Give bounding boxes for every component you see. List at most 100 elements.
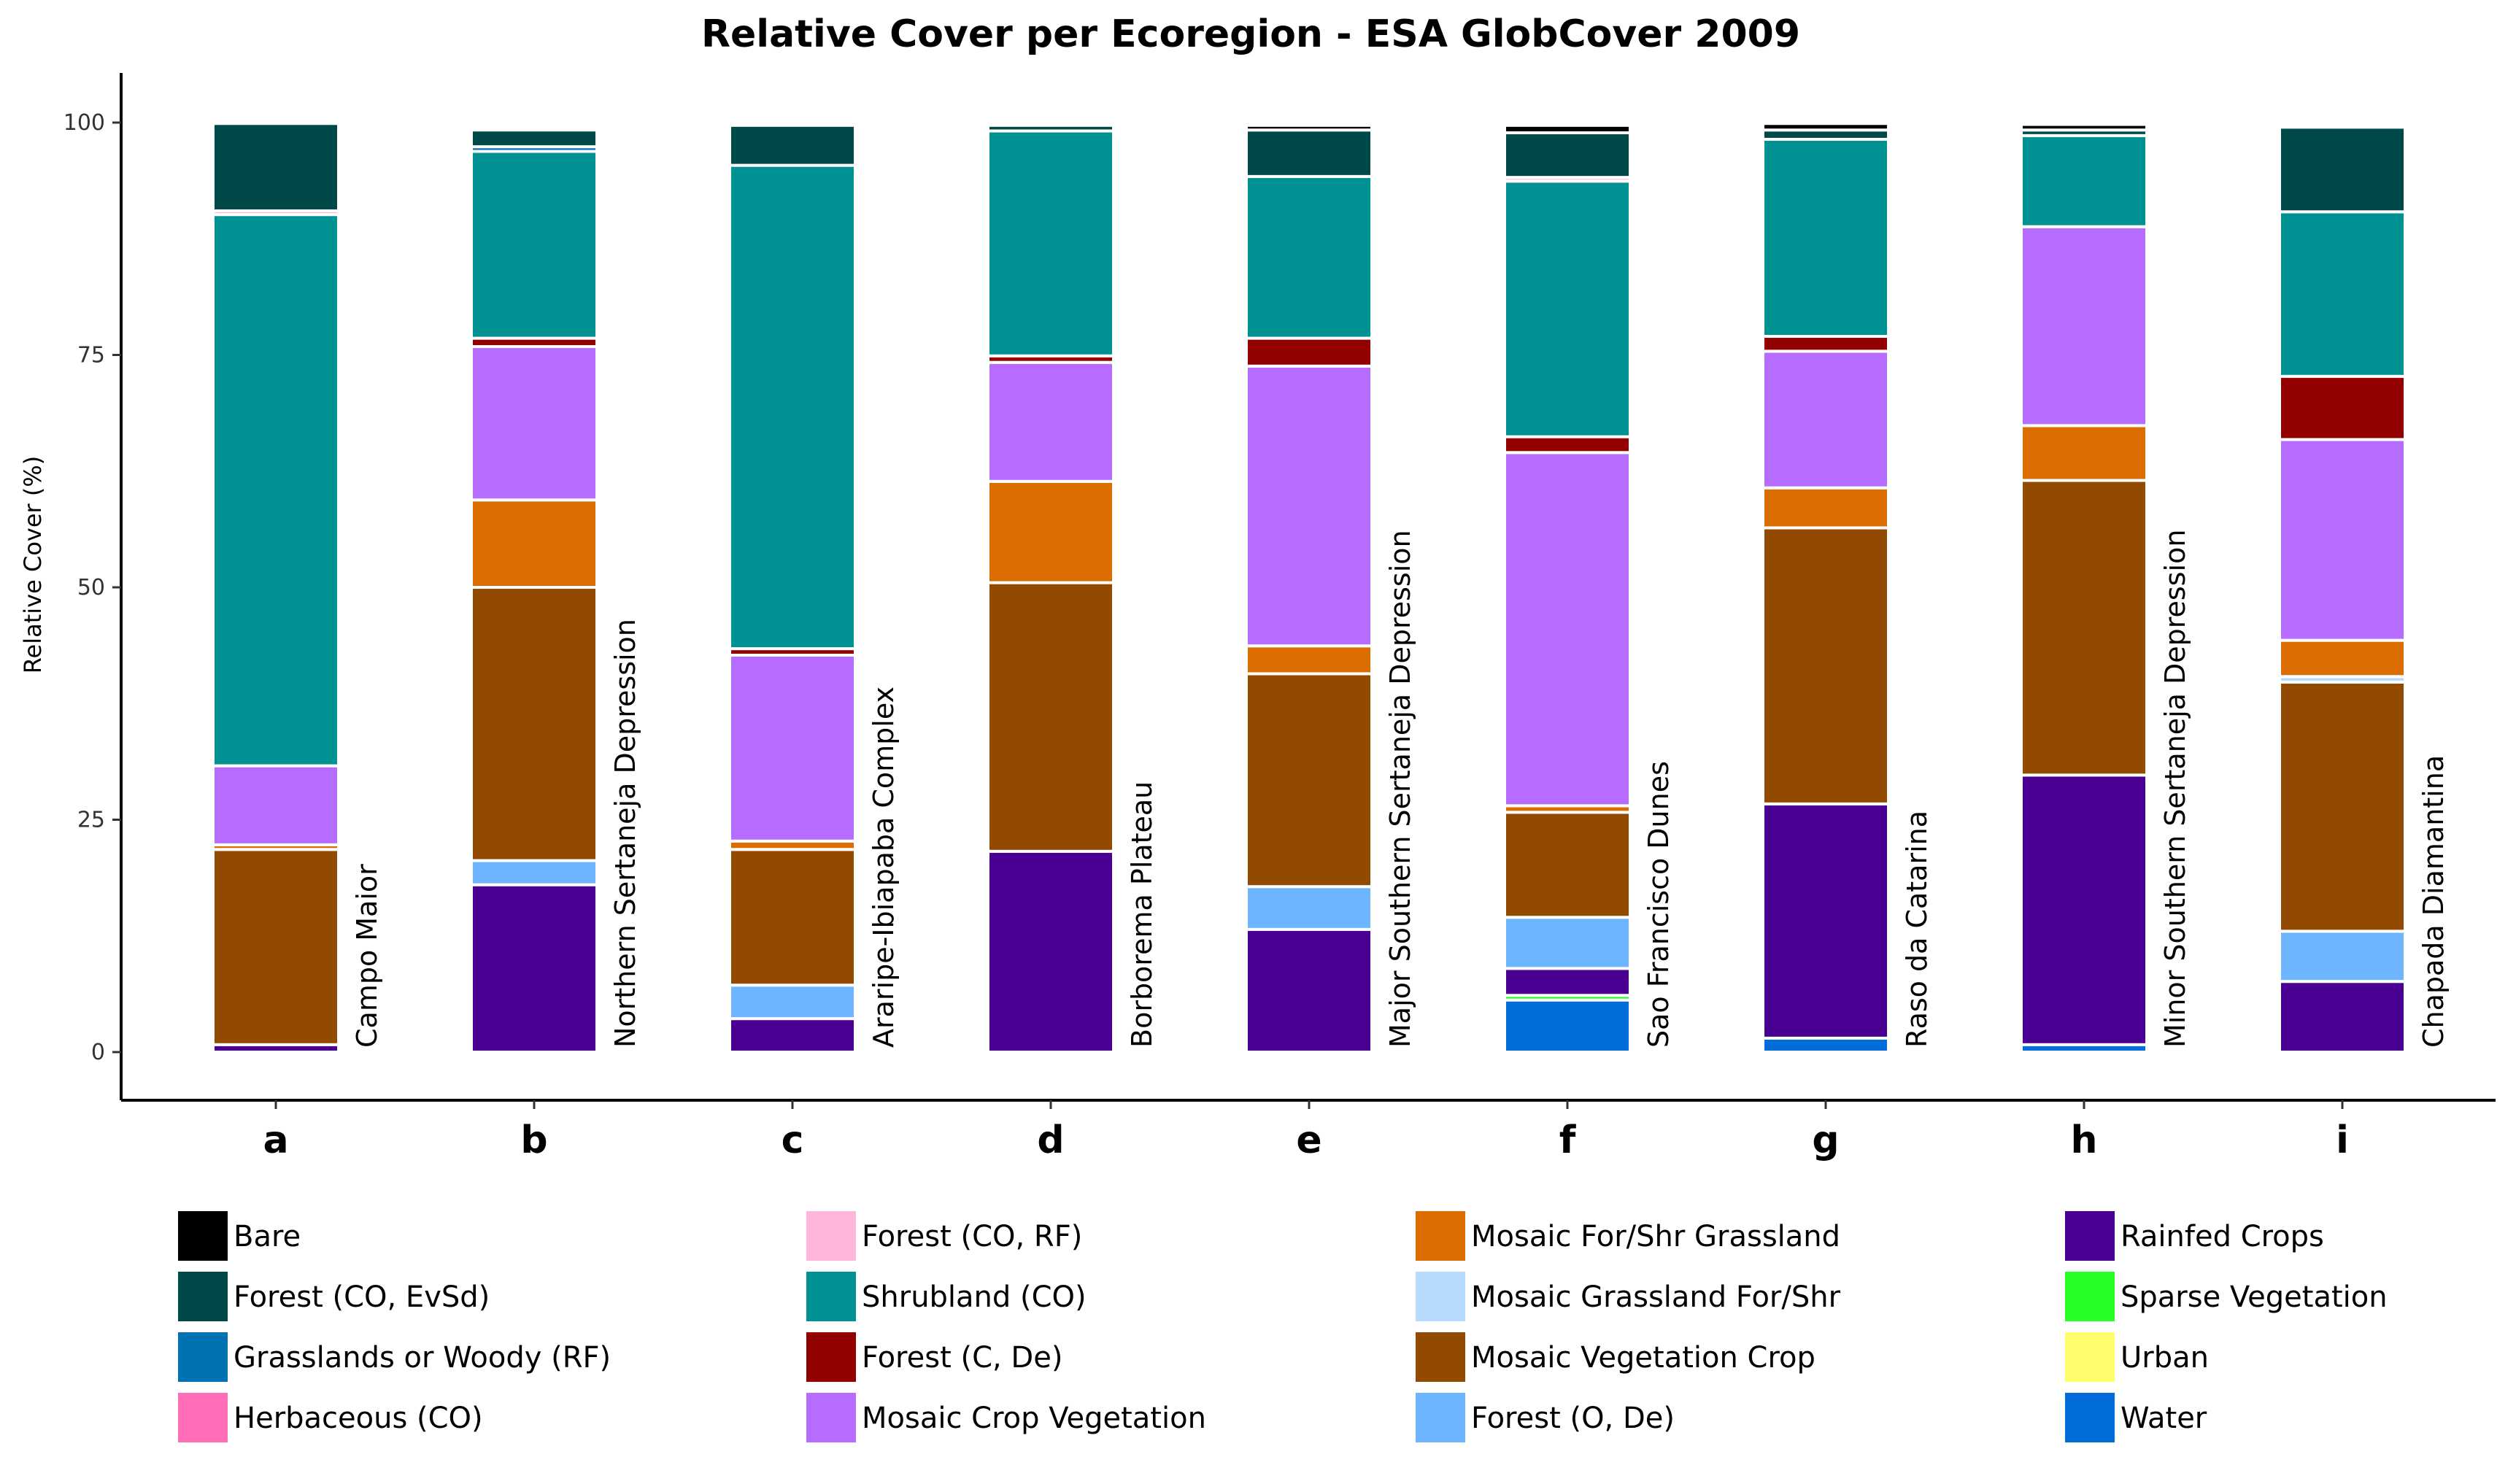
- bar-segment-h-rainfed-crops: [2020, 773, 2148, 1046]
- bar-segment-h-mosaic-for-shr-grassland: [2020, 424, 2148, 482]
- bar-segment-g-rainfed-crops: [1761, 802, 1890, 1040]
- legend-swatch: [806, 1211, 856, 1261]
- bar-segment-b-shrubland-co: [470, 150, 598, 340]
- legend-label: Forest (CO, RF): [862, 1220, 1082, 1253]
- bar-segment-f-forest-c-de: [1503, 435, 1632, 455]
- bar-segment-a-mosaic-crop-vegetation: [212, 764, 340, 846]
- legend-label: Water: [2121, 1402, 2207, 1435]
- bar-segment-d-forest-co-evsd: [987, 123, 1115, 133]
- legend-swatch: [2065, 1272, 2115, 1321]
- bar-segment-a-mosaic-vegetation-crop: [212, 848, 340, 1046]
- bar-segment-c-mosaic-crop-vegetation: [728, 654, 857, 843]
- bar-segment-e-mosaic-vegetation-crop: [1245, 672, 1373, 889]
- legend-label: Urban: [2121, 1341, 2209, 1375]
- legend-swatch: [2065, 1393, 2115, 1442]
- bar-labels: Campo Maior Northern Sertaneja Depression…: [351, 530, 2450, 1048]
- bar-segment-b-mosaic-crop-vegetation: [470, 345, 598, 502]
- y-tick-label: 0: [91, 1040, 105, 1065]
- bar-segment-i-mosaic-for-shr-grassland: [2278, 638, 2407, 679]
- x-tick-label-h: h: [2070, 1118, 2097, 1162]
- bar-label-a: Campo Maior: [351, 864, 383, 1048]
- legend-item-forest-co-rf: Forest (CO, RF): [806, 1211, 1082, 1261]
- bar-segment-d-rainfed-crops: [987, 849, 1115, 1054]
- bar-segment-g-mosaic-crop-vegetation: [1761, 349, 1890, 490]
- bar-segment-f-rainfed-crops: [1503, 967, 1632, 997]
- legend-swatch: [178, 1332, 228, 1382]
- y-tick-label: 75: [77, 343, 105, 368]
- bar-label-b: Northern Sertaneja Depression: [609, 619, 641, 1048]
- chart-title: Relative Cover per Ecoregion - ESA GlobC…: [701, 12, 1800, 56]
- legend-item-forest-co-evsd: Forest (CO, EvSd): [178, 1272, 490, 1321]
- legend-swatch: [806, 1332, 856, 1382]
- legend-item-water: Water: [2065, 1393, 2207, 1442]
- x-tick-label-g: g: [1812, 1118, 1839, 1162]
- legend-label: Forest (O, De): [1471, 1402, 1675, 1435]
- bar-stack-b: [470, 128, 598, 1054]
- legend-item-shrubland-co: Shrubland (CO): [806, 1272, 1087, 1321]
- bar-stack-i: [2278, 125, 2407, 1054]
- bar-segment-c-shrubland-co: [728, 163, 857, 651]
- bar-stack-c: [728, 123, 857, 1054]
- y-axis: 0 25 50 75 100 Relative Cover (%): [19, 73, 123, 1100]
- x-tick-label-f: f: [1559, 1118, 1577, 1162]
- bar-segment-e-forest-co-evsd: [1245, 128, 1373, 178]
- legend-label: Bare: [234, 1220, 301, 1253]
- bar-segment-c-forest-o-de: [728, 983, 857, 1021]
- legend-item-bare: Bare: [178, 1211, 301, 1261]
- legend-label: Mosaic For/Shr Grassland: [1471, 1220, 1840, 1253]
- legend-item-urban: Urban: [2065, 1332, 2209, 1382]
- legend-label: Grasslands or Woody (RF): [234, 1341, 611, 1375]
- bar-segment-e-forest-c-de: [1245, 336, 1373, 368]
- legend-swatch: [178, 1393, 228, 1442]
- bar-segment-g-mosaic-vegetation-crop: [1761, 526, 1890, 805]
- legend-item-sparse-vegetation: Sparse Vegetation: [2065, 1272, 2388, 1321]
- bar-segment-i-forest-co-evsd: [2278, 125, 2407, 214]
- bar-segment-g-mosaic-for-shr-grassland: [1761, 486, 1890, 530]
- bar-segment-g-forest-c-de: [1761, 335, 1890, 353]
- bar-segment-i-forest-o-de: [2278, 930, 2407, 983]
- legend-swatch: [1416, 1393, 1465, 1442]
- x-tick-label-e: e: [1296, 1118, 1321, 1162]
- bar-label-e: Major Southern Sertaneja Depression: [1384, 530, 1416, 1048]
- legend-item-forest-c-de: Forest (C, De): [806, 1332, 1062, 1382]
- plot-area: [212, 122, 2407, 1054]
- bar-label-c: Araripe-Ibiapaba Complex: [868, 687, 900, 1048]
- y-tick-label: 50: [77, 575, 105, 600]
- legend-item-mosaic-crop-vegetation: Mosaic Crop Vegetation: [806, 1393, 1206, 1442]
- legend-swatch: [1416, 1211, 1465, 1261]
- legend-label: Mosaic Vegetation Crop: [1471, 1341, 1815, 1375]
- legend-item-herbaceous-co: Herbaceous (CO): [178, 1393, 483, 1442]
- bar-segment-h-mosaic-crop-vegetation: [2020, 225, 2148, 428]
- bar-stack-e: [1245, 123, 1373, 1054]
- x-tick-label-c: c: [782, 1118, 804, 1162]
- bar-segment-i-rainfed-crops: [2278, 980, 2407, 1054]
- legend-item-mosaic-vegetation-crop: Mosaic Vegetation Crop: [1416, 1332, 1815, 1382]
- x-tick-label-i: i: [2336, 1118, 2349, 1162]
- legend-swatch: [178, 1211, 228, 1261]
- bar-segment-f-mosaic-crop-vegetation: [1503, 451, 1632, 808]
- bar-segment-f-forest-o-de: [1503, 916, 1632, 970]
- legend-swatch: [2065, 1332, 2115, 1382]
- bar-segment-e-rainfed-crops: [1245, 927, 1373, 1054]
- bar-segment-f-water: [1503, 998, 1632, 1054]
- bar-segment-d-shrubland-co: [987, 129, 1115, 358]
- bar-label-f: Sao Francisco Dunes: [1643, 761, 1675, 1048]
- bar-stack-g: [1761, 122, 1890, 1054]
- bar-segment-h-shrubland-co: [2020, 134, 2148, 228]
- bar-stack-d: [987, 123, 1115, 1054]
- bar-segment-b-forest-co-evsd: [470, 128, 598, 149]
- bar-stack-a: [212, 122, 340, 1054]
- bar-label-i: Chapada Diamantina: [2417, 755, 2450, 1048]
- legend-swatch: [2065, 1211, 2115, 1261]
- bar-label-d: Borborema Plateau: [1126, 781, 1158, 1048]
- bar-segment-f-bare: [1503, 123, 1632, 135]
- bar-segment-d-mosaic-for-shr-grassland: [987, 479, 1115, 584]
- bar-label-h: Minor Southern Sertaneja Depression: [2159, 530, 2191, 1048]
- bar-segment-b-mosaic-for-shr-grassland: [470, 498, 598, 590]
- x-tick-label-d: d: [1037, 1118, 1064, 1162]
- bar-segment-b-forest-o-de: [470, 859, 598, 886]
- legend: Bare Forest (CO, EvSd) Grasslands or Woody…: [178, 1211, 2388, 1442]
- bar-segment-e-mosaic-for-shr-grassland: [1245, 644, 1373, 676]
- legend-label: Mosaic Grassland For/Shr: [1471, 1280, 1841, 1314]
